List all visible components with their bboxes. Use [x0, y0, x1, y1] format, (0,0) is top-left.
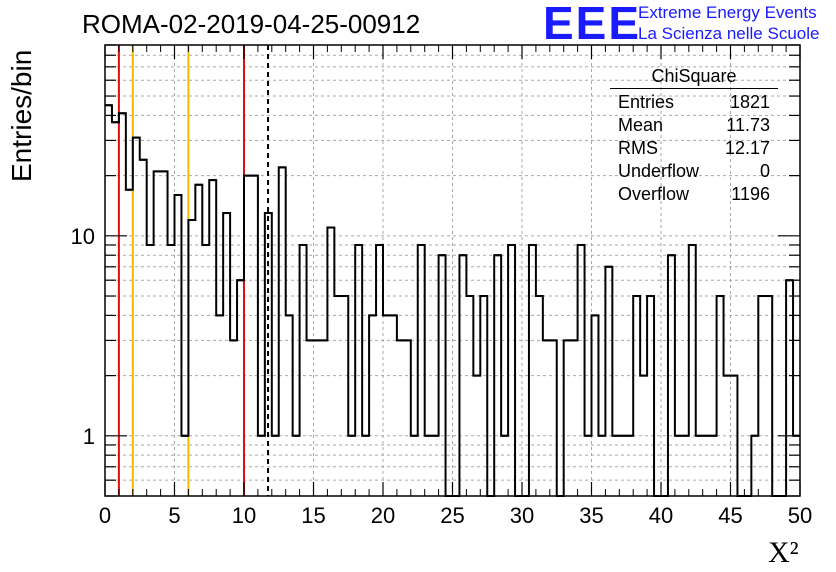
stats-label: Mean [618, 115, 664, 135]
x-tick-label: 0 [99, 503, 111, 528]
y-tick-label: 1 [83, 424, 95, 449]
x-axis-label: X² [768, 536, 799, 569]
stats-label: RMS [618, 138, 658, 158]
x-tick-label: 20 [371, 503, 395, 528]
stats-label: Entries [618, 92, 675, 112]
x-tick-label: 5 [168, 503, 180, 528]
stats-value: 0 [759, 161, 770, 181]
y-axis-label: Entries/bin [6, 49, 37, 182]
x-tick-label: 25 [440, 503, 464, 528]
stats-value: 12.17 [724, 138, 770, 158]
stats-row-overflow: Overflow 1196 [610, 183, 778, 206]
stats-box: ChiSquare Entries 1821 Mean 11.73 RMS 12… [610, 66, 778, 206]
x-tick-label: 40 [649, 503, 673, 528]
logo-caption-line2: La Scienza nelle Scuole [638, 24, 820, 43]
stats-label: Overflow [618, 184, 690, 204]
stats-value: 1821 [729, 92, 770, 112]
stats-value: 1196 [731, 184, 770, 204]
plot-frame [104, 44, 801, 497]
stats-row-underflow: Underflow 0 [610, 160, 778, 183]
stats-row-mean: Mean 11.73 [610, 114, 778, 137]
x-tick-label: 30 [510, 503, 534, 528]
logo-caption-line1: Extreme Energy Events [638, 3, 817, 22]
x-tick-label: 50 [788, 503, 812, 528]
x-tick-label: 15 [301, 503, 325, 528]
eee-logo: EEE [543, 0, 642, 49]
x-tick-label: 10 [232, 503, 256, 528]
stats-label: Underflow [618, 161, 700, 181]
x-tick-label: 35 [579, 503, 603, 528]
stats-title: ChiSquare [610, 66, 778, 89]
stats-row-entries: Entries 1821 [610, 91, 778, 114]
stats-value: 11.73 [726, 115, 770, 135]
x-tick-label: 45 [718, 503, 742, 528]
chart-title: ROMA-02-2019-04-25-00912 [82, 9, 421, 39]
stats-row-rms: RMS 12.17 [610, 137, 778, 160]
plot-background [105, 45, 800, 496]
y-tick-label: 10 [71, 224, 95, 249]
histogram-bins [105, 104, 800, 497]
